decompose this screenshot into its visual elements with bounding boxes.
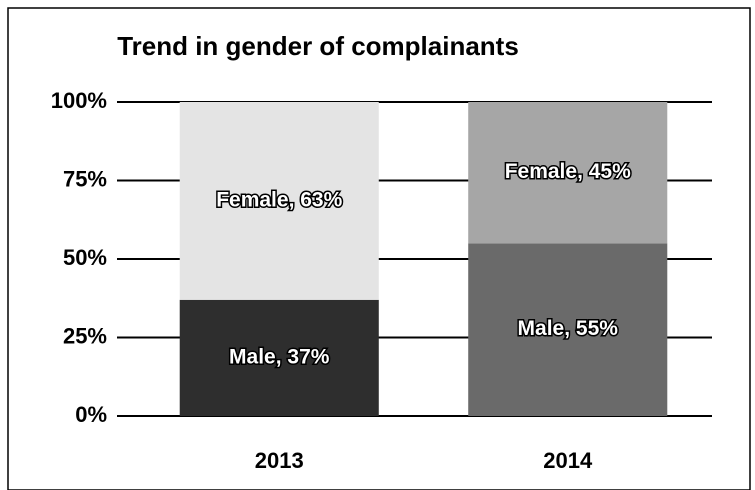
y-tick-label: 50% bbox=[63, 245, 107, 270]
y-tick-label: 100% bbox=[51, 88, 107, 113]
data-label: Male, 55% bbox=[518, 317, 619, 340]
bar-segment bbox=[468, 243, 668, 416]
bar-segment bbox=[468, 102, 668, 244]
data-label: Female, 45% bbox=[505, 160, 631, 183]
data-label: Female, 63% bbox=[216, 188, 342, 211]
y-tick-label: 0% bbox=[75, 402, 107, 427]
x-tick-label: 2013 bbox=[255, 448, 304, 473]
x-tick-label: 2014 bbox=[543, 448, 593, 473]
bar-segment bbox=[179, 102, 379, 300]
y-tick-label: 75% bbox=[63, 166, 107, 191]
data-label: Male, 37% bbox=[229, 345, 330, 368]
chart-title: Trend in gender of complainants bbox=[117, 31, 519, 61]
y-tick-label: 25% bbox=[63, 323, 107, 348]
bar-segment bbox=[179, 299, 379, 416]
